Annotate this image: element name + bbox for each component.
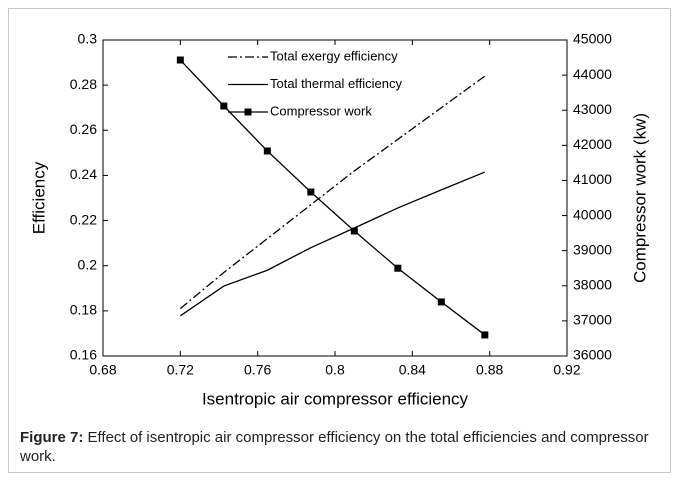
point-marker <box>481 331 489 339</box>
x-tick-label: 0.72 <box>167 362 194 378</box>
y2-tick-label: 41000 <box>573 171 612 187</box>
point-marker <box>394 264 402 272</box>
legend-label: Compressor work <box>270 103 372 118</box>
series-line <box>179 59 486 336</box>
legend-label: Total thermal efficiency <box>270 76 402 91</box>
y-tick-label: 0.24 <box>70 166 97 182</box>
x-tick-label: 0.8 <box>325 362 345 378</box>
y-tick-label: 0.18 <box>70 302 97 318</box>
y2-tick-label: 37000 <box>573 312 612 328</box>
caption: Figure 7: Effect of isentropic air compr… <box>20 428 660 466</box>
y-tick-label: 0.28 <box>70 76 97 92</box>
y2-tick-label: 40000 <box>573 206 612 222</box>
y-tick-label: 0.3 <box>78 31 98 47</box>
y2-tick-label: 45000 <box>573 31 612 47</box>
x-tick-label: 0.84 <box>399 362 426 378</box>
series-line <box>179 171 486 317</box>
y2-tick-label: 44000 <box>573 66 612 82</box>
point-marker <box>263 147 271 155</box>
x-axis-label: Isentropic air compressor efficiency <box>202 389 469 408</box>
point-marker <box>437 298 445 306</box>
point-marker <box>220 102 228 110</box>
x-tick-label: 0.68 <box>89 362 116 378</box>
x-tick-label: 0.76 <box>244 362 271 378</box>
y-tick-label: 0.22 <box>70 211 97 227</box>
y2-tick-label: 43000 <box>573 101 612 117</box>
y2-tick-label: 42000 <box>573 136 612 152</box>
y-tick-label: 0.2 <box>78 256 98 272</box>
y2-tick-label: 38000 <box>573 276 612 292</box>
x-tick-label: 0.88 <box>476 362 503 378</box>
series-line <box>179 75 486 310</box>
y-axis-label: Efficiency <box>29 161 48 234</box>
caption-text: Effect of isentropic air compressor effi… <box>20 429 649 465</box>
y-tick-label: 0.26 <box>70 121 97 137</box>
x-tick-label: 0.92 <box>553 362 580 378</box>
point-marker <box>176 56 184 64</box>
y2-tick-label: 39000 <box>573 241 612 257</box>
y-tick-label: 0.16 <box>70 347 97 363</box>
point-marker <box>350 227 358 235</box>
y2-tick-label: 36000 <box>573 347 612 363</box>
caption-label: Figure 7: <box>20 429 84 446</box>
figure-frame <box>8 8 671 473</box>
y2-axis-label: Compressor work (kw) <box>630 113 649 283</box>
legend-label: Total exergy efficiency <box>270 48 398 63</box>
point-marker <box>307 188 315 196</box>
legend-marker <box>244 108 252 116</box>
